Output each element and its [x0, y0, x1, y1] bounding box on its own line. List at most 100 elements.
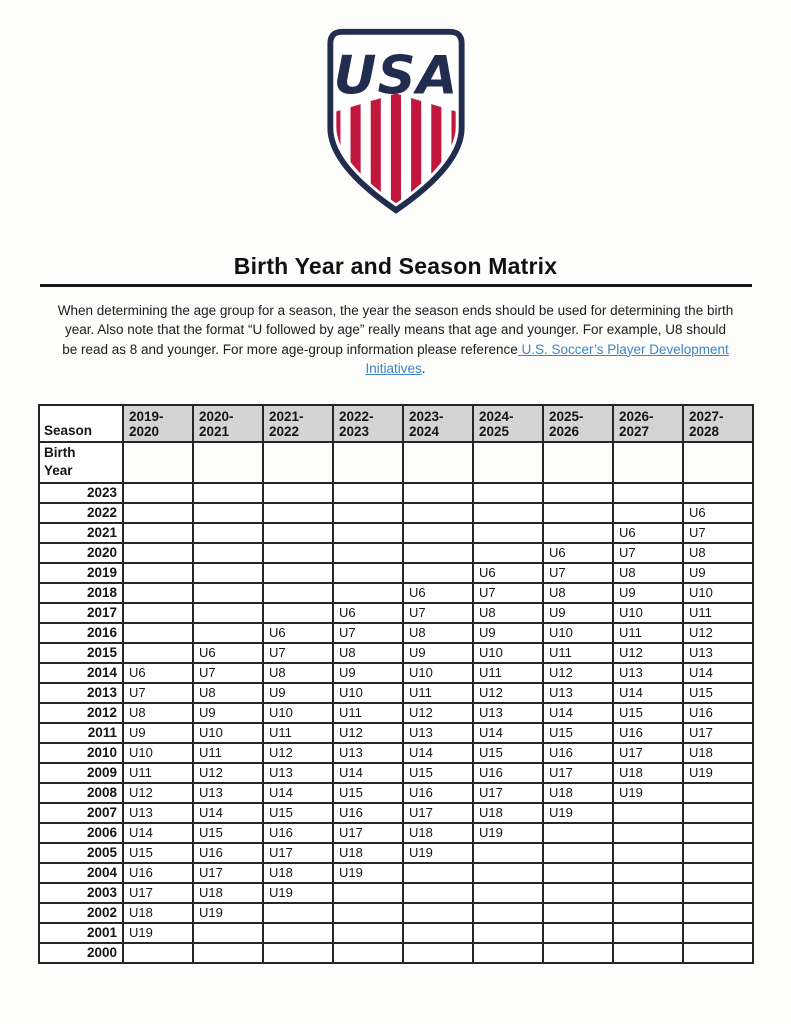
birth-year-cell: 2013 — [38, 681, 124, 704]
season-header-cell: 2026- 2027 — [612, 404, 684, 444]
empty-cell — [402, 481, 474, 504]
birth-year-cell: 2010 — [38, 741, 124, 764]
matrix-row-2022: 2022 U6 — [38, 501, 754, 524]
matrix-row-2013: 2013 U7 U8 U9 U10 U11 U12 U13 U14 U15 — [38, 681, 754, 704]
empty-cell — [262, 581, 334, 604]
age-group-cell: U16 — [542, 741, 614, 764]
empty-cell — [472, 941, 544, 964]
empty-cell — [192, 581, 264, 604]
empty-cell — [122, 641, 194, 664]
age-group-cell: U19 — [682, 761, 754, 784]
empty-cell — [682, 881, 754, 904]
player-development-initiatives-link[interactable]: U.S. Soccer’s Player Development Initiat… — [365, 341, 729, 376]
age-group-cell: U16 — [122, 861, 194, 884]
birth-year-cell: 2016 — [38, 621, 124, 644]
age-group-cell: U7 — [122, 681, 194, 704]
age-group-cell: U17 — [472, 781, 544, 804]
matrix-row-2021: 2021 U6 U7 — [38, 521, 754, 544]
age-group-cell: U9 — [612, 581, 684, 604]
age-group-cell: U7 — [542, 561, 614, 584]
age-group-cell: U9 — [472, 621, 544, 644]
age-group-cell: U10 — [612, 601, 684, 624]
empty-cell — [332, 941, 404, 964]
empty-cell — [472, 521, 544, 544]
empty-cell — [402, 921, 474, 944]
age-group-cell: U7 — [682, 521, 754, 544]
age-group-cell: U15 — [682, 681, 754, 704]
matrix-row-2000: 2000 — [38, 941, 754, 964]
birth-year-cell: 2002 — [38, 901, 124, 924]
empty-cell — [332, 581, 404, 604]
age-group-cell: U15 — [472, 741, 544, 764]
age-group-cell: U8 — [402, 621, 474, 644]
empty-cell — [402, 881, 474, 904]
matrix-row-2010: 2010 U10 U11 U12 U13 U14 U15 U16 U17 U18 — [38, 741, 754, 764]
empty-cell — [472, 541, 544, 564]
empty-cell — [192, 541, 264, 564]
age-group-cell: U8 — [332, 641, 404, 664]
empty-cell — [472, 841, 544, 864]
age-group-cell: U16 — [192, 841, 264, 864]
empty-cell — [122, 621, 194, 644]
empty-cell — [682, 481, 754, 504]
matrix-row-2011: 2011 U9 U10 U11 U12 U13 U14 U15 U16 U17 — [38, 721, 754, 744]
empty-cell — [122, 941, 194, 964]
birth-year-cell: 2006 — [38, 821, 124, 844]
age-group-cell: U15 — [262, 801, 334, 824]
birth-year-cell: 2004 — [38, 861, 124, 884]
age-group-cell: U18 — [192, 881, 264, 904]
empty-cell — [262, 481, 334, 504]
age-group-cell: U13 — [192, 781, 264, 804]
age-group-cell: U18 — [402, 821, 474, 844]
age-group-cell: U9 — [122, 721, 194, 744]
empty-cell — [192, 941, 264, 964]
birth-year-season-matrix: Season 2019- 2020 2020- 2021 2021- 2022 202… — [38, 404, 754, 964]
age-group-cell: U11 — [332, 701, 404, 724]
matrix-row-2019: 2019 U6 U7 U8 U9 — [38, 561, 754, 584]
age-group-cell: U9 — [262, 681, 334, 704]
age-group-cell: U19 — [472, 821, 544, 844]
birth-year-cell: 2003 — [38, 881, 124, 904]
age-group-cell: U11 — [612, 621, 684, 644]
empty-cell — [192, 501, 264, 524]
empty-cell — [262, 441, 334, 484]
season-header-cell: 2027- 2028 — [682, 404, 754, 444]
empty-cell — [192, 481, 264, 504]
age-group-cell: U6 — [682, 501, 754, 524]
age-group-cell: U10 — [122, 741, 194, 764]
matrix-row-2004: 2004 U16 U17 U18 U19 — [38, 861, 754, 884]
empty-cell — [262, 601, 334, 624]
age-group-cell: U18 — [122, 901, 194, 924]
birth-year-cell: 2008 — [38, 781, 124, 804]
intro-text-after: . — [421, 360, 426, 376]
age-group-cell: U9 — [192, 701, 264, 724]
empty-cell — [402, 501, 474, 524]
empty-cell — [472, 901, 544, 924]
empty-cell — [262, 541, 334, 564]
empty-cell — [612, 821, 684, 844]
birth-year-label-cell: Birth Year — [38, 441, 124, 484]
empty-cell — [192, 561, 264, 584]
season-header-cell: 2021- 2022 — [262, 404, 334, 444]
age-group-cell: U19 — [542, 801, 614, 824]
empty-cell — [612, 861, 684, 884]
season-header-cell: 2020- 2021 — [192, 404, 264, 444]
empty-cell — [472, 481, 544, 504]
empty-cell — [542, 921, 614, 944]
empty-cell — [402, 561, 474, 584]
empty-cell — [122, 581, 194, 604]
age-group-cell: U12 — [542, 661, 614, 684]
empty-cell — [332, 521, 404, 544]
age-group-cell: U17 — [122, 881, 194, 904]
empty-cell — [542, 521, 614, 544]
age-group-cell: U9 — [402, 641, 474, 664]
age-group-cell: U11 — [472, 661, 544, 684]
intro-paragraph: When determining the age group for a sea… — [58, 301, 734, 378]
age-group-cell: U11 — [682, 601, 754, 624]
age-group-cell: U15 — [192, 821, 264, 844]
season-header-cell: 2024- 2025 — [472, 404, 544, 444]
matrix-row-2017: 2017 U6 U7 U8 U9 U10 U11 — [38, 601, 754, 624]
age-group-cell: U12 — [472, 681, 544, 704]
age-group-cell: U18 — [682, 741, 754, 764]
age-group-cell: U17 — [682, 721, 754, 744]
